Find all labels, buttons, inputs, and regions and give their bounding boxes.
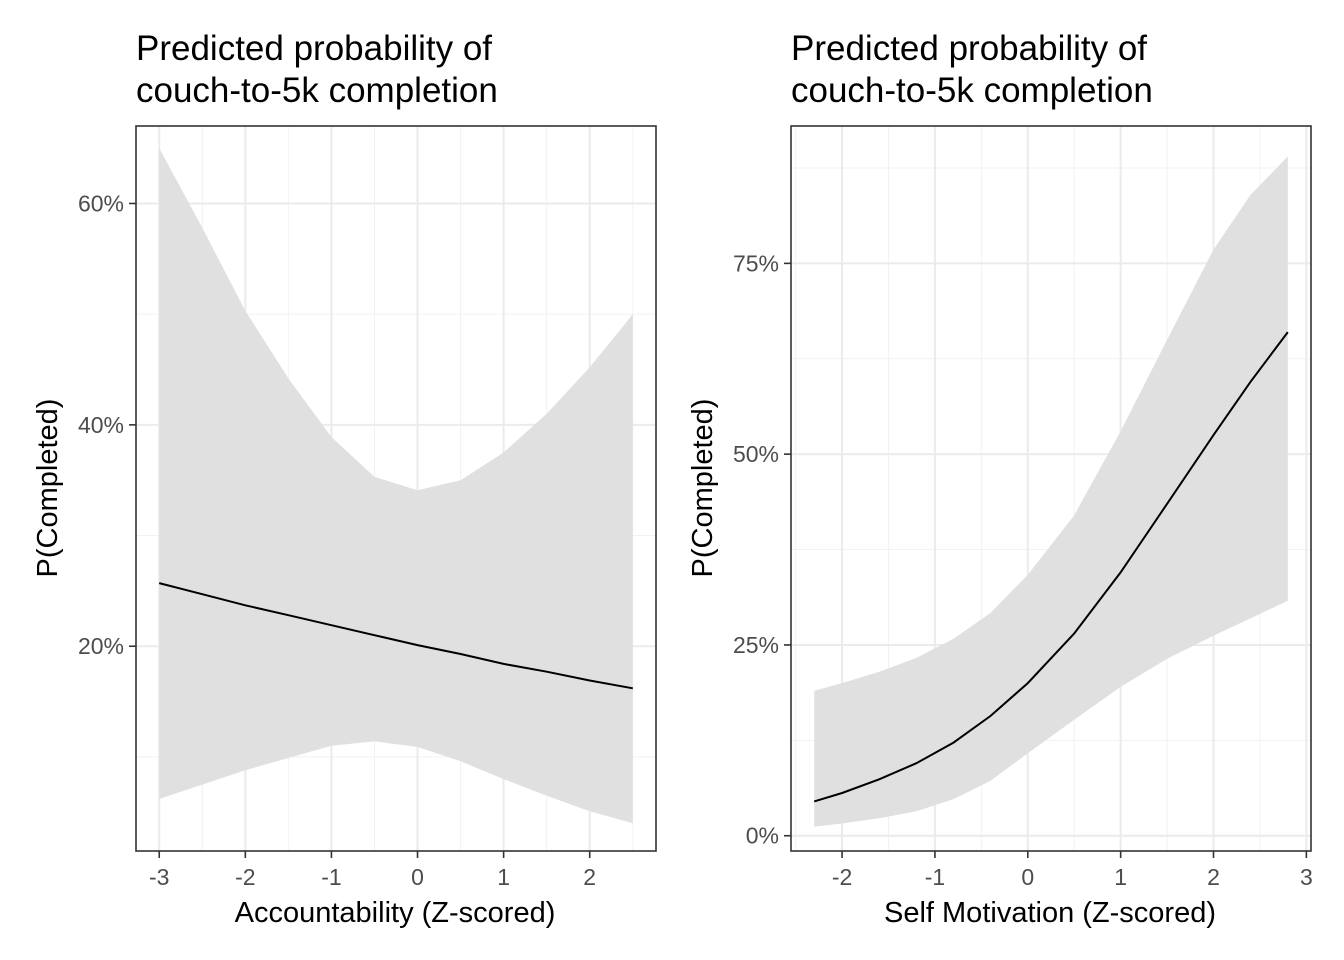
x-tick-label: -2 (832, 864, 852, 890)
x-tick-label: -1 (321, 864, 341, 890)
x-tick-label: 1 (1114, 864, 1127, 890)
chart-panel-self-motivation: Predicted probability of couch-to-5k com… (687, 29, 1313, 929)
y-tick-label: 25% (733, 632, 779, 658)
chart-title-line-2: couch-to-5k completion (791, 71, 1153, 110)
x-tick-label: 1 (497, 864, 510, 890)
x-tick-label: -3 (149, 864, 169, 890)
predicted-line (813, 331, 1289, 803)
x-tick-label: 0 (411, 864, 424, 890)
y-tick-label: 40% (78, 412, 124, 438)
y-axis-title: P(Completed) (32, 399, 64, 578)
x-tick-label: -2 (235, 864, 255, 890)
chart-title-line-2: couch-to-5k completion (136, 71, 498, 110)
x-axis-title: Accountability (Z-scored) (235, 897, 556, 929)
x-tick-label: 2 (583, 864, 596, 890)
y-axis-title: P(Completed) (687, 399, 719, 578)
y-tick-label: 0% (746, 823, 779, 849)
x-tick-label: 3 (1300, 864, 1313, 890)
panel-border (790, 125, 1312, 852)
x-tick-label: -1 (925, 864, 945, 890)
y-tick-label: 50% (733, 441, 779, 467)
x-axis-title: Self Motivation (Z-scored) (884, 897, 1216, 929)
panel-border (135, 125, 657, 852)
chart-title-line-1: Predicted probability of (136, 29, 492, 68)
plot-area: -2 -1 0 1 2 3 0% 25% 50% 75% (733, 125, 1313, 890)
predicted-line (158, 582, 633, 690)
x-tick-label: 0 (1021, 864, 1034, 890)
y-tick-label: 75% (733, 250, 779, 276)
confidence-band (814, 156, 1288, 827)
chart-panel-accountability: Predicted probability of couch-to-5k com… (32, 29, 657, 929)
confidence-band (159, 148, 633, 824)
y-tick-label: 20% (78, 633, 124, 659)
x-tick-label: 2 (1207, 864, 1220, 890)
y-tick-label: 60% (78, 190, 124, 216)
chart-title-line-1: Predicted probability of (791, 29, 1147, 68)
plot-area: -3 -2 -1 0 1 2 20% 40% 60% (78, 125, 657, 890)
